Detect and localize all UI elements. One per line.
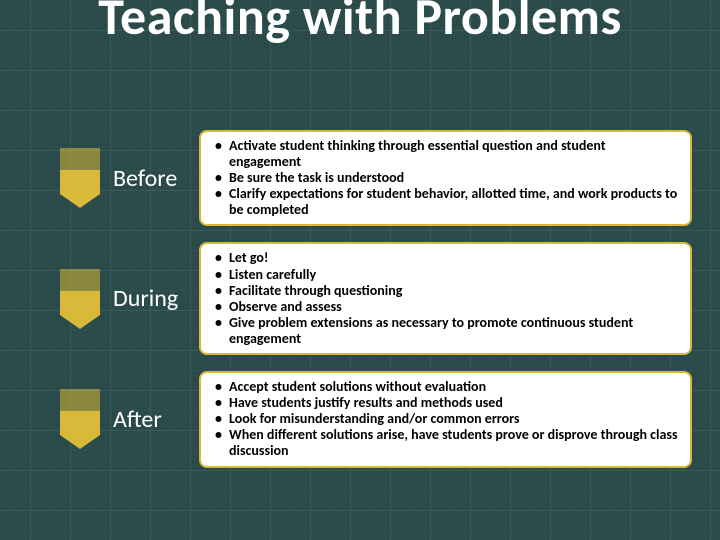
bullet-item: Be sure the task is understood [221,170,680,186]
bullet-item: Give problem extensions as necessary to … [221,315,680,347]
bullet-list: Activate student thinking through essent… [209,138,680,218]
slide-title: Teaching with Problems [60,0,660,41]
bullet-item: Clarify expectations for student behavio… [221,186,680,218]
bullet-item: Observe and assess [221,299,680,315]
bullet-item: When different solutions arise, have stu… [221,427,680,459]
chevron-down-icon [55,371,105,467]
bullet-list: Let go!Listen carefullyFacilitate throug… [209,250,680,347]
stage-row: After Accept student solutions without ev… [55,371,692,467]
stage-row: DuringLet go!Listen carefullyFacilitate … [55,242,692,355]
bullet-item: Facilitate through questioning [221,283,680,299]
stage-content: Activate student thinking through essent… [199,130,692,226]
chevron-down-icon [55,130,105,226]
stage-label: After [111,371,199,467]
chevron-down-icon [55,242,105,355]
stage-label: Before [111,130,199,226]
stages-container: Before Activate student thinking through … [55,130,692,468]
bullet-item: Listen carefully [221,267,680,283]
stage-row: Before Activate student thinking through … [55,130,692,226]
stage-content: Accept student solutions without evaluat… [199,371,692,467]
bullet-list: Accept student solutions without evaluat… [209,379,680,459]
bullet-item: Have students justify results and method… [221,395,680,411]
stage-label: During [111,242,199,355]
stage-content: Let go!Listen carefullyFacilitate throug… [199,242,692,355]
bullet-item: Let go! [221,250,680,266]
bullet-item: Accept student solutions without evaluat… [221,379,680,395]
bullet-item: Look for misunderstanding and/or common … [221,411,680,427]
slide: Teaching with Problems Before Activate st… [0,0,720,540]
bullet-item: Activate student thinking through essent… [221,138,680,170]
